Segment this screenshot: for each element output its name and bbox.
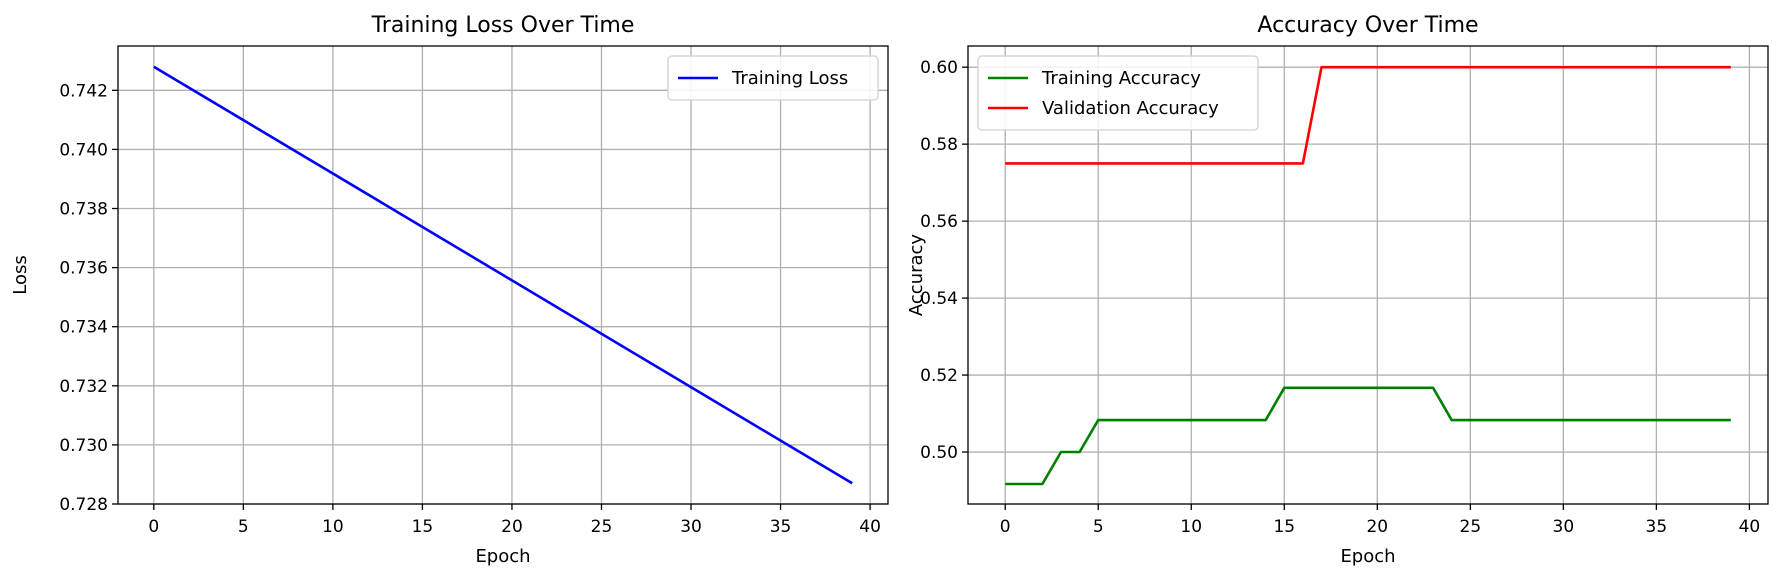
loss-chart: 0 5 10 15 20 25 30 35 40 0.728 0.730 0.732 0.734 0.73… xyxy=(10,13,889,567)
x-tick-label: 15 xyxy=(1273,517,1295,537)
legend-label-0: Training Accuracy xyxy=(1041,68,1201,89)
x-tick-label: 35 xyxy=(770,517,792,537)
x-axis-label: Epoch xyxy=(1340,546,1395,567)
y-tick-label: 0.60 xyxy=(920,58,958,78)
plot-frame xyxy=(117,45,889,505)
x-tick-label: 25 xyxy=(1460,517,1482,537)
x-tick-label: 30 xyxy=(680,517,702,537)
x-tick-label: 25 xyxy=(591,517,613,537)
legend-box xyxy=(977,55,1259,131)
series-line-0 xyxy=(1005,386,1731,486)
x-tick-label: 10 xyxy=(322,517,344,537)
y-tick-label: 0.736 xyxy=(59,259,108,279)
y-tick-label: 0.58 xyxy=(920,135,958,155)
plot-frame xyxy=(967,45,1769,505)
y-tick-label: 0.734 xyxy=(59,318,108,338)
x-axis-label: Epoch xyxy=(475,546,530,567)
x-tick-label: 40 xyxy=(859,517,881,537)
x-tick-label: 5 xyxy=(238,517,249,537)
x-tick-label: 20 xyxy=(501,517,523,537)
y-tick-label: 0.742 xyxy=(59,81,108,101)
y-tick-label: 0.738 xyxy=(59,200,108,220)
legend: Training Loss xyxy=(667,55,879,101)
x-tick-label: 40 xyxy=(1739,517,1761,537)
x-tick-label: 35 xyxy=(1646,517,1668,537)
legend: Training Accuracy Validation Accuracy xyxy=(977,55,1259,131)
y-tick-label: 0.56 xyxy=(920,212,958,232)
legend-box xyxy=(667,55,879,101)
x-tick-label: 30 xyxy=(1553,517,1575,537)
y-axis-label: Loss xyxy=(10,255,31,294)
x-tick-label: 20 xyxy=(1366,517,1388,537)
accuracy-chart: 0 5 10 15 20 25 30 35 40 0.50 0.52 0.54 0.56 0.58 0.60… xyxy=(906,13,1769,567)
x-tick-label: 0 xyxy=(148,517,159,537)
x-tick-label: 15 xyxy=(412,517,434,537)
y-tick-label: 0.740 xyxy=(59,140,108,160)
y-tick-label: 0.728 xyxy=(59,495,108,515)
chart-title: Training Loss Over Time xyxy=(371,13,635,38)
series-line-1 xyxy=(1005,65,1731,165)
y-tick-label: 0.50 xyxy=(920,443,958,463)
y-tick-label: 0.52 xyxy=(920,366,958,386)
y-tick-label: 0.732 xyxy=(59,377,108,397)
x-tick-label: 0 xyxy=(1000,517,1011,537)
chart-title: Accuracy Over Time xyxy=(1257,13,1478,38)
y-axis-label: Accuracy xyxy=(906,234,927,317)
series-line-0 xyxy=(153,65,853,485)
legend-label-0: Training Loss xyxy=(731,68,848,89)
y-tick-label: 0.730 xyxy=(59,436,108,456)
legend-label-1: Validation Accuracy xyxy=(1042,98,1219,119)
y-tick-label: 0.54 xyxy=(920,289,958,309)
x-tick-label: 5 xyxy=(1093,517,1104,537)
x-tick-label: 10 xyxy=(1180,517,1202,537)
